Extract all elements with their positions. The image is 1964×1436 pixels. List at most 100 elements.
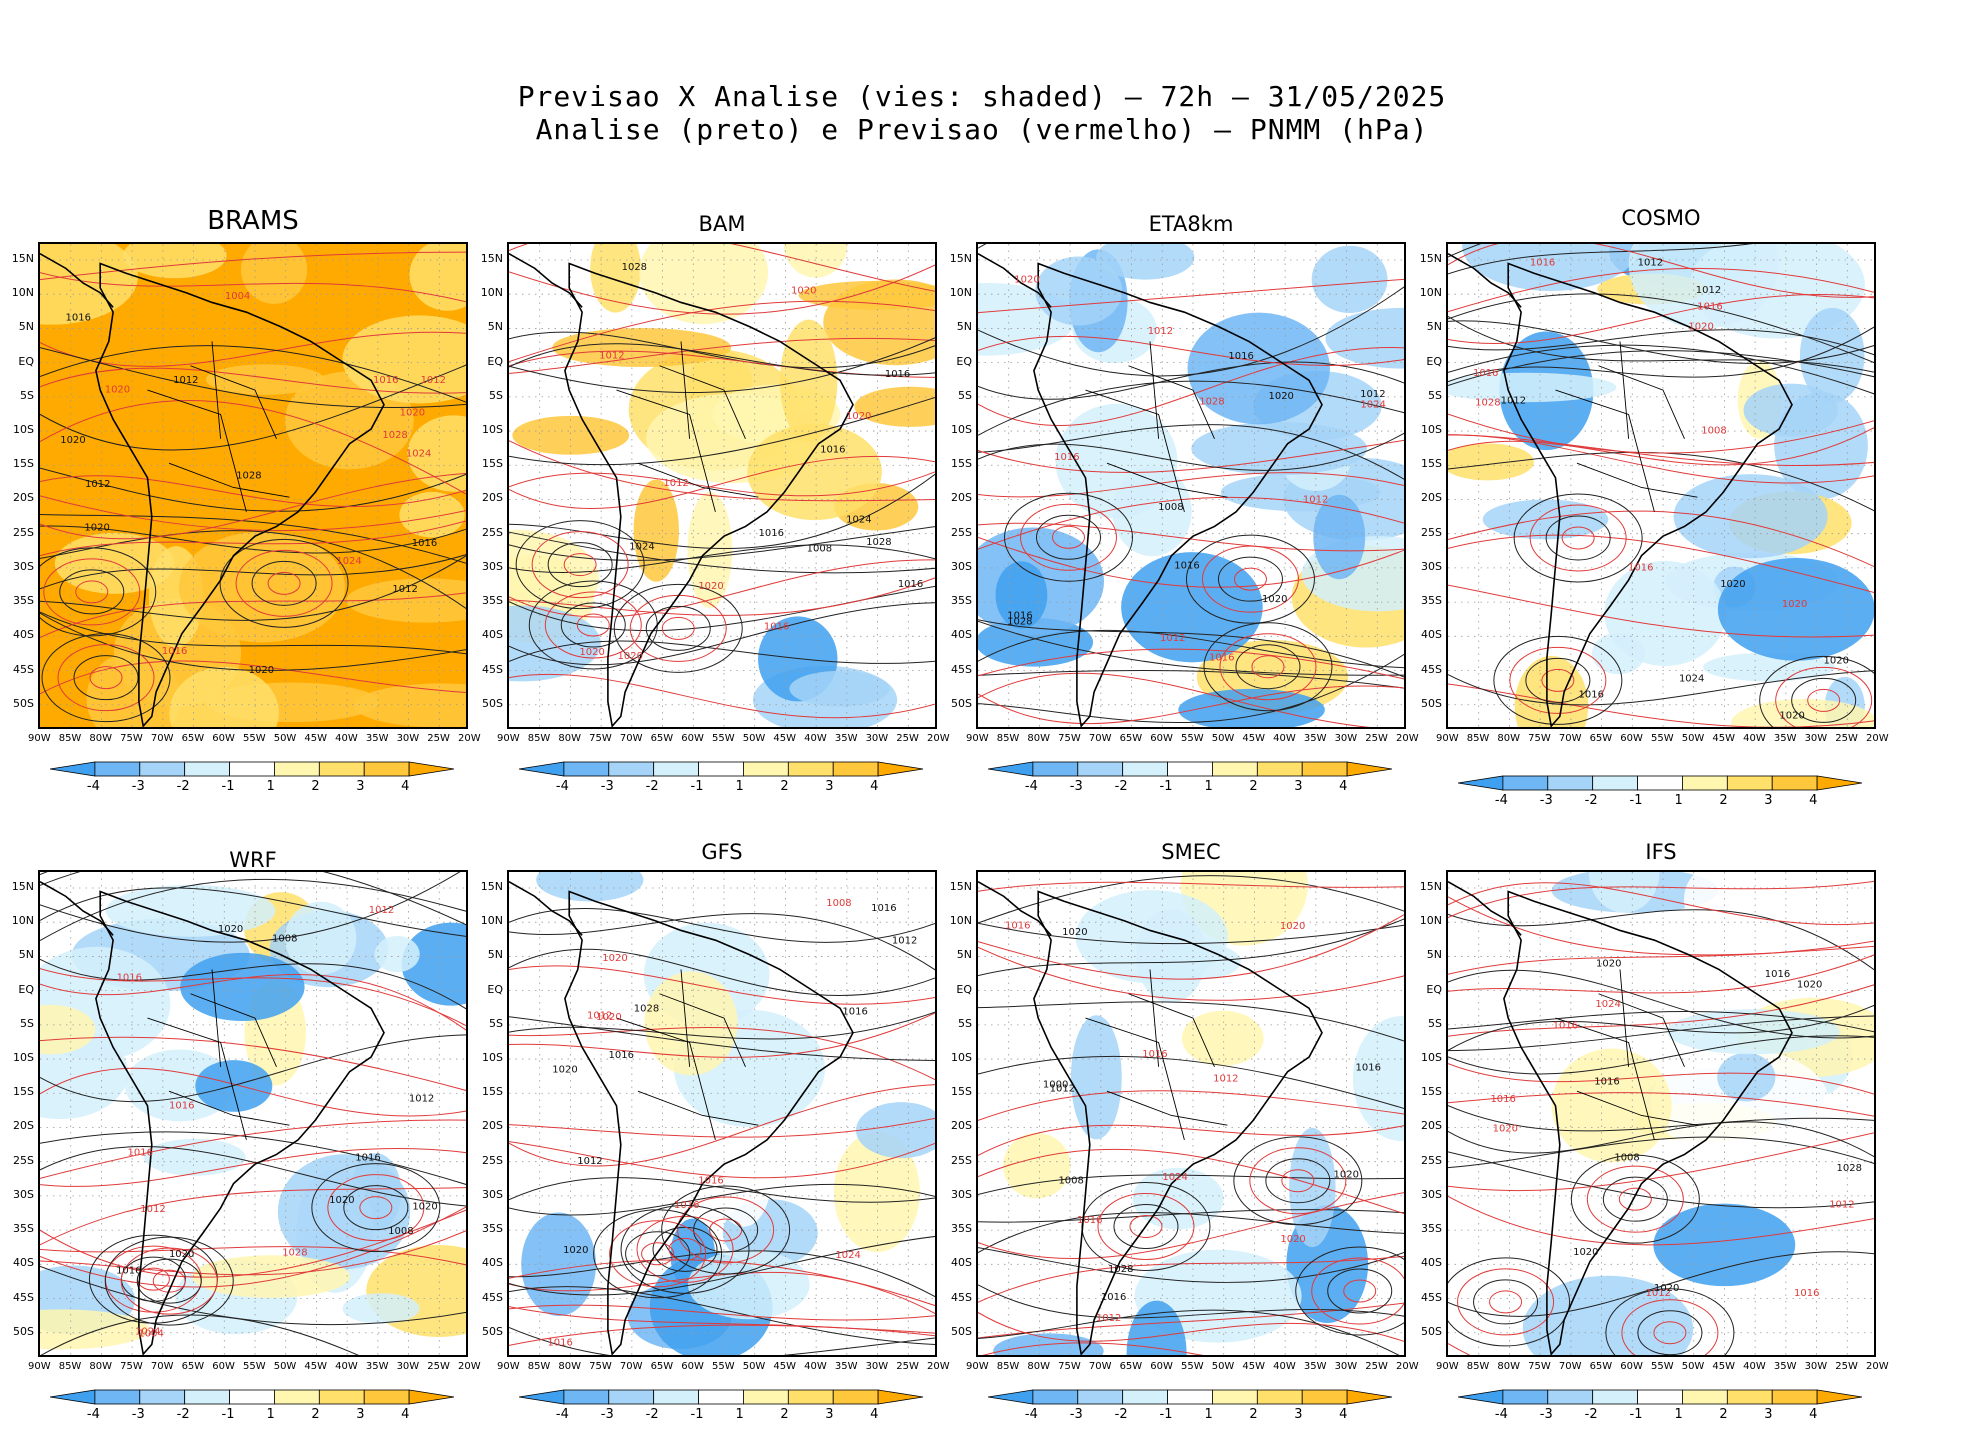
lon-tick-label: 45W <box>304 733 328 744</box>
isobar-label: 1012 <box>1829 1200 1854 1211</box>
lat-tick-label: 40S <box>1421 628 1442 642</box>
lon-tick-label: 40W <box>335 733 358 744</box>
isobar-label: 1020 <box>1824 656 1849 667</box>
colorbar-label: -3 <box>600 1407 614 1422</box>
bias-blob <box>1178 688 1325 727</box>
lon-tick-label: 80W <box>89 733 113 744</box>
lon-tick-label: 65W <box>181 733 205 744</box>
isobar-label: 1012 <box>409 1093 434 1104</box>
bias-blob <box>509 605 601 682</box>
isobar-label: 1012 <box>173 375 198 386</box>
lon-tick-label: 20W <box>1866 733 1889 744</box>
colorbar-label: 2 <box>780 1407 789 1422</box>
isobar-label: 1016 <box>1579 690 1604 701</box>
colorbar-label: -2 <box>176 779 190 794</box>
isobar-label: 1016 <box>608 1050 633 1061</box>
lon-tick-label: 50W <box>273 1361 297 1372</box>
lon-tick-label: 60W <box>1150 733 1173 744</box>
isobar-label: 1016 <box>871 903 896 914</box>
lon-tick-label: 40W <box>1743 733 1766 744</box>
lon-tick-label: 45W <box>773 733 797 744</box>
bias-blob <box>1448 1088 1560 1145</box>
lon-tick-label: 75W <box>1058 1361 1081 1372</box>
lon-tick-label: 85W <box>1466 1361 1490 1372</box>
lat-tick-label: 40S <box>482 628 503 642</box>
lon-tick-label: 30W <box>396 1361 420 1372</box>
lat-tick-label: 20S <box>951 491 972 505</box>
panel-title-cosmo: COSMO <box>1621 206 1701 230</box>
map-canvas: 1016 1012 1016 1016 1020 1016 1020 1020 1028 1024… <box>1448 872 1874 1355</box>
figure-title-line2: Analise (preto) e Previsao (vermelho) – … <box>535 113 1429 146</box>
colorbar-swatch <box>832 761 879 777</box>
graticule <box>1448 244 1874 727</box>
lat-tick-label: 30S <box>482 559 503 573</box>
bias-blob <box>1683 872 1745 934</box>
isobar-label: 1012 <box>1696 285 1721 296</box>
isobar-label: 1020 <box>329 1195 354 1206</box>
lon-tick-label: 75W <box>589 733 612 744</box>
bias-blob <box>715 1131 772 1227</box>
coastline-central-america <box>978 881 1052 936</box>
isobar-label: 1016 <box>1490 1094 1515 1105</box>
panel-title-wrf: WRF <box>229 848 277 872</box>
bias-blob <box>789 670 890 707</box>
country-border <box>190 365 277 439</box>
panel-title-brams: BRAMS <box>207 206 299 236</box>
lat-tick-label: 50S <box>951 1324 972 1338</box>
colorbar-label: -4 <box>555 1407 569 1422</box>
colorbar-label: 2 <box>311 779 320 794</box>
isobar-label: 1016 <box>1005 921 1030 932</box>
isobar-label: 1020 <box>1014 275 1039 286</box>
isobar-label: 1004 <box>138 1328 163 1339</box>
lat-tick-label: 45S <box>1421 662 1442 676</box>
colorbar-label: -3 <box>131 1407 145 1422</box>
isobar-label: 1020 <box>846 411 871 422</box>
lat-tick-label: 35S <box>13 1222 34 1236</box>
lon-tick-label: 40W <box>1273 1361 1296 1372</box>
panel-title-gfs: GFS <box>701 840 743 864</box>
colorbar-label: -4 <box>1024 779 1038 794</box>
lon-tick-label: 90W <box>1436 733 1459 744</box>
isobar-label: 1024 <box>629 541 654 552</box>
colorbar-swatch <box>1077 1389 1124 1405</box>
colorbar <box>50 761 455 777</box>
colorbar-swatch <box>1212 761 1258 777</box>
bias-blob <box>1181 1010 1264 1066</box>
coastline-central-america <box>509 253 583 308</box>
lon-tick-label: 80W <box>558 1361 582 1372</box>
colorbar-label: 2 <box>1719 793 1728 808</box>
country-border <box>616 389 716 512</box>
lat-tick-label: 35S <box>951 1222 972 1236</box>
isobar-label: 1016 <box>1794 1288 1819 1299</box>
lat-tick-label: 25S <box>13 1153 34 1167</box>
colorbar-swatch <box>1592 775 1638 791</box>
colorbar-swatch <box>1167 761 1213 777</box>
lon-tick-label: 75W <box>1058 733 1081 744</box>
colorbar-label: -1 <box>221 1407 235 1422</box>
lon-tick-label: 30W <box>865 1361 889 1372</box>
lat-tick-label: EQ <box>487 354 503 368</box>
map-panel-ifs: 1016 1012 1016 1016 1020 1016 1020 1020 1028 1024… <box>1446 870 1876 1357</box>
lat-tick-label: 10S <box>482 1051 503 1065</box>
lon-tick-label: 65W <box>1589 1361 1613 1372</box>
colorbar-label: -3 <box>131 779 145 794</box>
colorbar-swatch <box>1637 1389 1683 1405</box>
lat-tick-label: 35S <box>13 594 34 608</box>
colorbar-swatch <box>988 761 1034 777</box>
lat-tick-label: 5S <box>489 388 503 402</box>
bias-blob <box>633 479 679 582</box>
lat-tick-label: 50S <box>1421 1324 1442 1338</box>
lat-tick-label: 15S <box>951 457 972 471</box>
lon-tick-label: 70W <box>1558 1361 1582 1372</box>
bias-blob <box>399 492 465 538</box>
colorbar <box>50 1389 455 1405</box>
lon-tick-label: 35W <box>1773 733 1797 744</box>
country-border <box>1598 365 1685 439</box>
colorbar-swatch <box>698 1389 744 1405</box>
colorbar-label: 3 <box>1764 793 1773 808</box>
lon-tick-label: 30W <box>1804 733 1828 744</box>
bias-blob <box>639 244 769 325</box>
lon-tick-label: 75W <box>120 1361 143 1372</box>
lon-tick-label: 65W <box>650 733 674 744</box>
colorbar-swatch <box>519 761 565 777</box>
